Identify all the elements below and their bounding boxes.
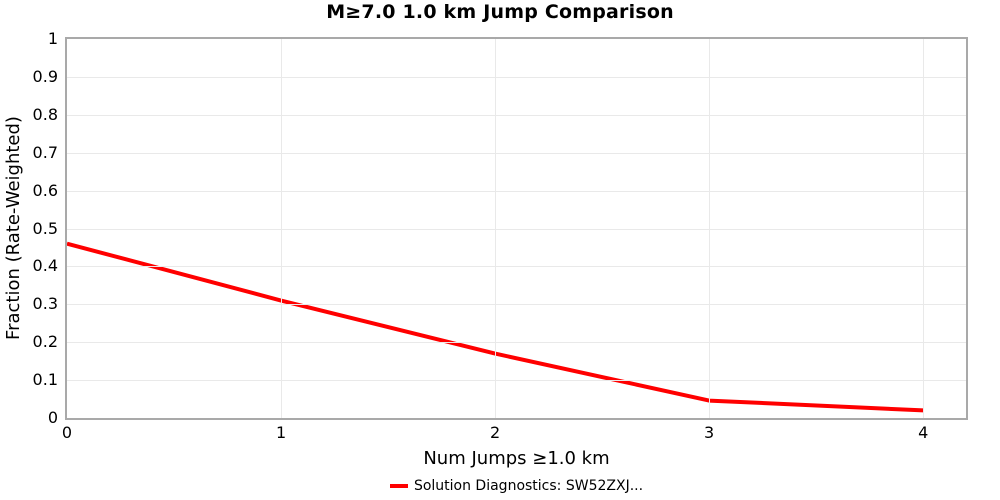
x-tick-label: 1 — [275, 423, 287, 442]
x-tick-label: 2 — [490, 423, 501, 442]
h-gridline — [67, 228, 966, 230]
y-tick-label: 0.9 — [32, 66, 58, 86]
h-gridline — [67, 380, 966, 382]
y-tick-label: 0.2 — [32, 332, 58, 352]
h-gridline — [67, 76, 966, 78]
y-tick-label: 0 — [47, 408, 58, 427]
h-gridline — [67, 152, 966, 154]
h-gridline — [67, 114, 966, 116]
h-gridline — [67, 342, 966, 344]
y-tick-label: 0.1 — [32, 370, 58, 390]
x-tick-label: 3 — [704, 423, 715, 442]
h-gridline — [67, 190, 966, 192]
v-gridline — [923, 39, 925, 418]
v-gridline — [495, 39, 497, 418]
legend-line-swatch — [389, 484, 408, 488]
h-gridline — [67, 266, 966, 268]
y-tick-label: 0.6 — [32, 180, 58, 200]
x-tick-label: 4 — [918, 423, 929, 442]
legend-series-label: Solution Diagnostics: SW52ZXJ... — [413, 478, 644, 494]
y-tick-label: 0.7 — [32, 142, 58, 162]
h-gridline — [67, 304, 966, 306]
y-tick-label: 0.5 — [32, 218, 58, 238]
y-tick-label: 0.3 — [32, 294, 58, 314]
y-tick-label: 0.4 — [32, 256, 58, 276]
v-gridline — [709, 39, 711, 418]
v-gridline — [281, 39, 283, 418]
y-tick-label: 0.8 — [32, 104, 58, 124]
x-axis-label: Num Jumps ≥1.0 km — [423, 448, 610, 469]
legend: Solution Diagnostics: SW52ZXJ... — [65, 478, 968, 494]
x-tick-label: 0 — [61, 423, 73, 442]
y-tick-label: 1 — [47, 29, 58, 48]
chart-title: M≥7.0 1.0 km Jump Comparison — [326, 1, 674, 23]
plot-area — [65, 37, 968, 420]
